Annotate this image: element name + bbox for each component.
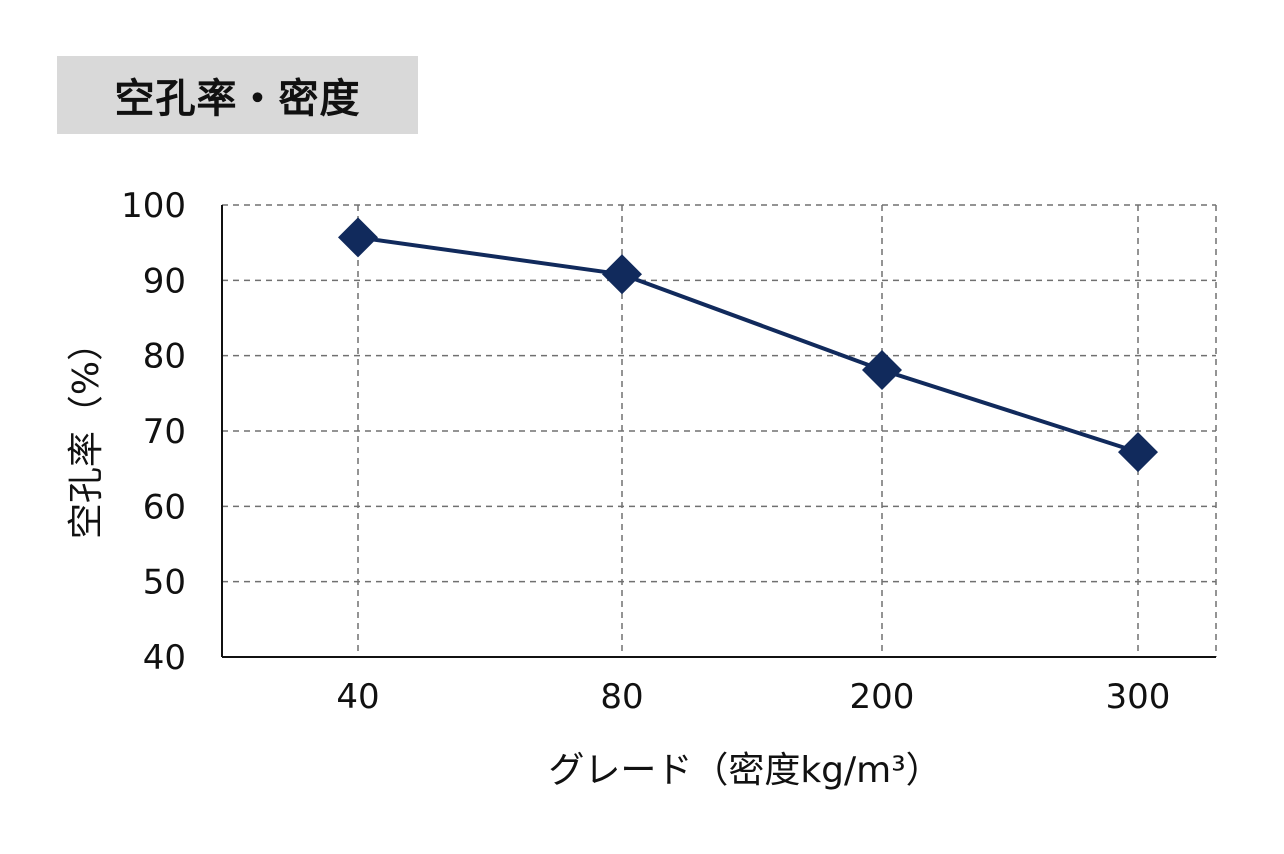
x-tick-label: 80 [600,677,643,717]
x-tick-label: 300 [1106,677,1171,717]
data-point-diamond [602,254,642,295]
tick-labels: 40 50 60 70 80 90 100 40 80 200 300 [121,186,1170,717]
chart-title-box: 空孔率・密度 [57,56,418,134]
y-tick-label: 70 [143,412,186,452]
data-point-diamond [1118,432,1158,473]
chart-title: 空孔率・密度 [114,76,361,122]
data-point-diamond [338,217,378,258]
y-tick-label: 40 [143,638,186,678]
y-tick-label: 100 [121,186,186,226]
series-line [338,217,1158,473]
y-axis-label: 空孔率（%） [66,325,107,539]
x-tick-label: 40 [336,677,379,717]
y-tick-label: 60 [143,487,186,527]
x-axis-label: グレード（密度kg/m³） [548,750,941,791]
data-point-diamond [862,349,902,390]
y-tick-label: 80 [143,337,186,377]
grid-lines [222,204,1217,657]
axes [221,205,1216,658]
y-tick-label: 50 [143,563,186,603]
series-polyline [357,235,1139,454]
x-tick-label: 200 [850,677,915,717]
y-tick-label: 90 [143,261,186,301]
